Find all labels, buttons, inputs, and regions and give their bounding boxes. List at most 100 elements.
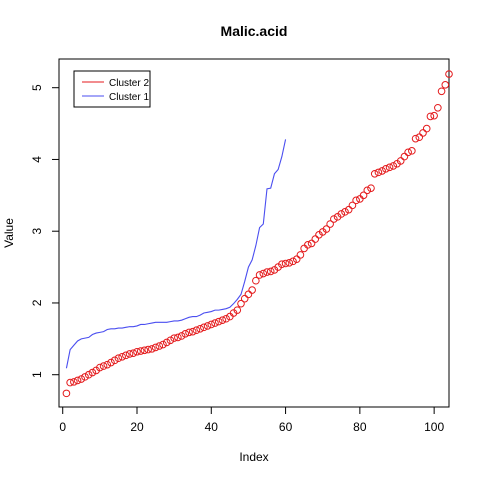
data-point-cluster-2 bbox=[181, 330, 190, 338]
data-point-cluster-2 bbox=[404, 148, 412, 157]
data-point-cluster-2 bbox=[140, 346, 149, 355]
y-axis: 1 2 3 4 5 bbox=[30, 84, 60, 378]
data-point-cluster-2 bbox=[344, 205, 353, 214]
data-point-cluster-2 bbox=[281, 259, 290, 268]
data-point-cluster-2 bbox=[159, 340, 167, 349]
data-point-cluster-2 bbox=[292, 255, 301, 263]
data-point-cluster-2 bbox=[114, 354, 123, 363]
data-point-cluster-2 bbox=[66, 378, 74, 387]
data-point-cluster-2 bbox=[426, 112, 435, 121]
data-point-cluster-2 bbox=[322, 225, 331, 233]
data-point-cluster-2 bbox=[326, 220, 334, 228]
data-point-cluster-2 bbox=[203, 322, 212, 330]
data-point-cluster-2 bbox=[289, 257, 297, 266]
data-point-cluster-2 bbox=[174, 333, 182, 342]
x-tick-label: 80 bbox=[353, 420, 367, 434]
data-point-cluster-2 bbox=[311, 235, 320, 243]
legend: Cluster 2 Cluster 1 bbox=[73, 70, 151, 108]
data-point-cluster-2 bbox=[151, 343, 160, 352]
data-point-cluster-2 bbox=[248, 286, 256, 294]
x-tick-label: 60 bbox=[279, 420, 293, 434]
data-point-cluster-2 bbox=[363, 186, 372, 195]
data-point-cluster-2 bbox=[192, 326, 201, 335]
y-tick-label: 5 bbox=[30, 84, 44, 91]
data-point-cluster-2 bbox=[378, 167, 386, 175]
data-point-cluster-2 bbox=[136, 347, 145, 355]
y-axis-label: Value bbox=[2, 218, 16, 248]
data-point-cluster-2 bbox=[166, 336, 175, 345]
y-tick-label: 2 bbox=[30, 299, 44, 306]
data-point-cluster-2 bbox=[125, 350, 134, 358]
data-point-cluster-2 bbox=[196, 324, 204, 333]
data-point-cluster-2 bbox=[214, 317, 223, 326]
data-point-cluster-2 bbox=[330, 215, 338, 223]
data-point-cluster-2 bbox=[110, 356, 119, 365]
data-point-cluster-2 bbox=[285, 258, 294, 267]
data-point-cluster-2 bbox=[88, 368, 97, 377]
chart-title: Malic.acid bbox=[221, 23, 288, 39]
data-point-cluster-2 bbox=[266, 267, 275, 276]
x-tick-label: 100 bbox=[424, 420, 444, 434]
data-point-cluster-2 bbox=[434, 103, 442, 112]
data-point-cluster-2 bbox=[370, 170, 379, 178]
data-point-cluster-2 bbox=[144, 345, 152, 354]
data-point-cluster-2 bbox=[107, 358, 115, 367]
data-point-cluster-2 bbox=[307, 239, 316, 248]
data-point-cluster-2 bbox=[222, 314, 230, 323]
data-point-cluster-2 bbox=[84, 370, 93, 379]
legend-label-cluster-1: Cluster 1 bbox=[109, 92, 149, 103]
data-point-cluster-2 bbox=[207, 320, 216, 329]
series-layer bbox=[62, 70, 453, 398]
data-point-cluster-2 bbox=[348, 201, 357, 210]
x-tick-label: 40 bbox=[205, 420, 219, 434]
x-axis: 0 20 40 60 80 100 bbox=[59, 406, 444, 434]
data-point-cluster-2 bbox=[81, 373, 89, 381]
legend-label-cluster-2: Cluster 2 bbox=[109, 78, 149, 89]
data-point-cluster-2 bbox=[155, 342, 164, 350]
data-point-cluster-2 bbox=[422, 124, 431, 133]
x-tick-label: 20 bbox=[130, 420, 144, 434]
data-point-cluster-2 bbox=[73, 376, 82, 385]
data-point-cluster-2 bbox=[437, 87, 446, 96]
data-point-cluster-2 bbox=[396, 157, 405, 165]
data-point-cluster-2 bbox=[233, 306, 242, 314]
y-tick-label: 1 bbox=[30, 371, 44, 378]
data-point-cluster-2 bbox=[359, 191, 368, 200]
data-point-cluster-2 bbox=[118, 352, 126, 361]
data-point-cluster-2 bbox=[218, 316, 227, 324]
data-point-cluster-2 bbox=[415, 133, 424, 142]
data-point-cluster-2 bbox=[170, 334, 178, 342]
data-point-cluster-2 bbox=[382, 164, 390, 173]
data-point-cluster-2 bbox=[304, 241, 312, 249]
data-point-cluster-2 bbox=[148, 345, 156, 353]
data-point-cluster-2 bbox=[259, 269, 268, 278]
x-axis-label: Index bbox=[239, 450, 268, 464]
data-point-cluster-2 bbox=[62, 389, 71, 398]
data-point-cluster-2 bbox=[445, 70, 453, 78]
data-point-cluster-2 bbox=[367, 184, 375, 192]
data-point-cluster-2 bbox=[162, 338, 171, 347]
data-point-cluster-2 bbox=[185, 328, 193, 337]
data-point-cluster-2 bbox=[103, 360, 112, 369]
data-point-cluster-2 bbox=[430, 111, 438, 120]
data-point-cluster-2 bbox=[240, 294, 249, 303]
data-point-cluster-2 bbox=[352, 196, 360, 205]
data-point-cluster-2 bbox=[177, 332, 186, 340]
x-tick-label: 0 bbox=[59, 420, 66, 434]
data-point-cluster-2 bbox=[263, 268, 271, 276]
data-point-cluster-2 bbox=[255, 271, 264, 279]
data-point-cluster-2 bbox=[200, 323, 208, 332]
data-point-cluster-2 bbox=[419, 129, 427, 137]
legend-box bbox=[73, 70, 151, 108]
data-point-cluster-2 bbox=[337, 210, 346, 218]
data-point-cluster-2 bbox=[411, 134, 420, 143]
data-point-cluster-2 bbox=[244, 290, 253, 299]
data-point-cluster-2 bbox=[70, 378, 78, 386]
data-point-cluster-2 bbox=[122, 351, 130, 360]
data-point-cluster-2 bbox=[278, 260, 286, 269]
data-point-cluster-2 bbox=[400, 152, 409, 161]
data-point-cluster-2 bbox=[385, 163, 394, 172]
data-point-cluster-2 bbox=[188, 327, 197, 336]
